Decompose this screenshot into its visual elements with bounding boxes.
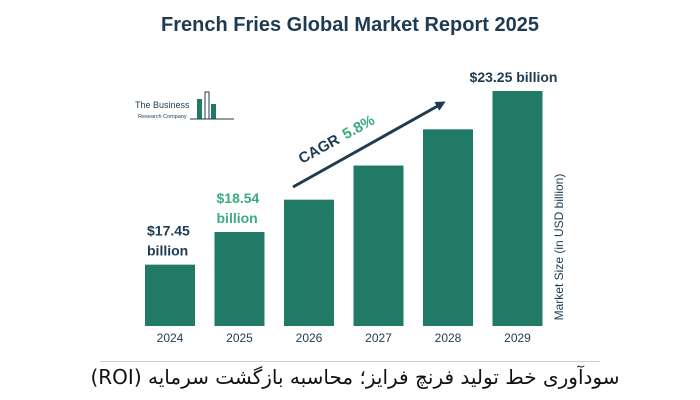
bars-group: [145, 91, 543, 326]
company-logo: The Business Research Company: [135, 91, 234, 120]
x-tick-label-2024: 2024: [157, 331, 184, 345]
data-label-2025-line1: $18.54: [217, 190, 260, 206]
logo-text-line2: Research Company: [138, 114, 187, 120]
page-caption: سودآوری خط تولید فرنچ فرایز؛ محاسبه بازگ…: [90, 365, 620, 389]
x-tick-label-2025: 2025: [226, 331, 253, 345]
x-tick-label-2028: 2028: [435, 331, 462, 345]
x-tick-label-2029: 2029: [504, 331, 531, 345]
x-tick-label-2027: 2027: [365, 331, 392, 345]
data-labels: $17.45 billion $18.54 billion $23.25 billion: [147, 69, 557, 259]
cagr-value: 5.8%: [340, 112, 378, 143]
cagr-arrow: [292, 101, 446, 189]
bar-2028: [423, 129, 473, 326]
cagr-annotation: CAGR5.8%: [296, 112, 378, 168]
chart-title: French Fries Global Market Report 2025: [161, 14, 539, 36]
caption-divider: [100, 361, 600, 362]
data-label-2025-line2: billion: [217, 210, 258, 226]
y-axis-label: Market Size (in USD billion): [552, 174, 566, 321]
bar-2029: [492, 91, 543, 326]
logo-text-line1: The Business: [135, 100, 190, 110]
x-axis-ticks: 2024 2025 2026 2027 2028 2029: [157, 331, 532, 345]
data-label-2029-line1: $23.25 billion: [470, 69, 558, 85]
data-label-2024-line1: $17.45: [147, 223, 190, 239]
bar-2025: [214, 232, 265, 326]
data-label-2024-line2: billion: [147, 243, 188, 259]
bar-2027: [353, 165, 404, 326]
x-tick-label-2026: 2026: [296, 331, 323, 345]
bar-2026: [284, 199, 334, 326]
logo-building-icon: [190, 91, 234, 120]
bar-2024: [145, 264, 195, 326]
